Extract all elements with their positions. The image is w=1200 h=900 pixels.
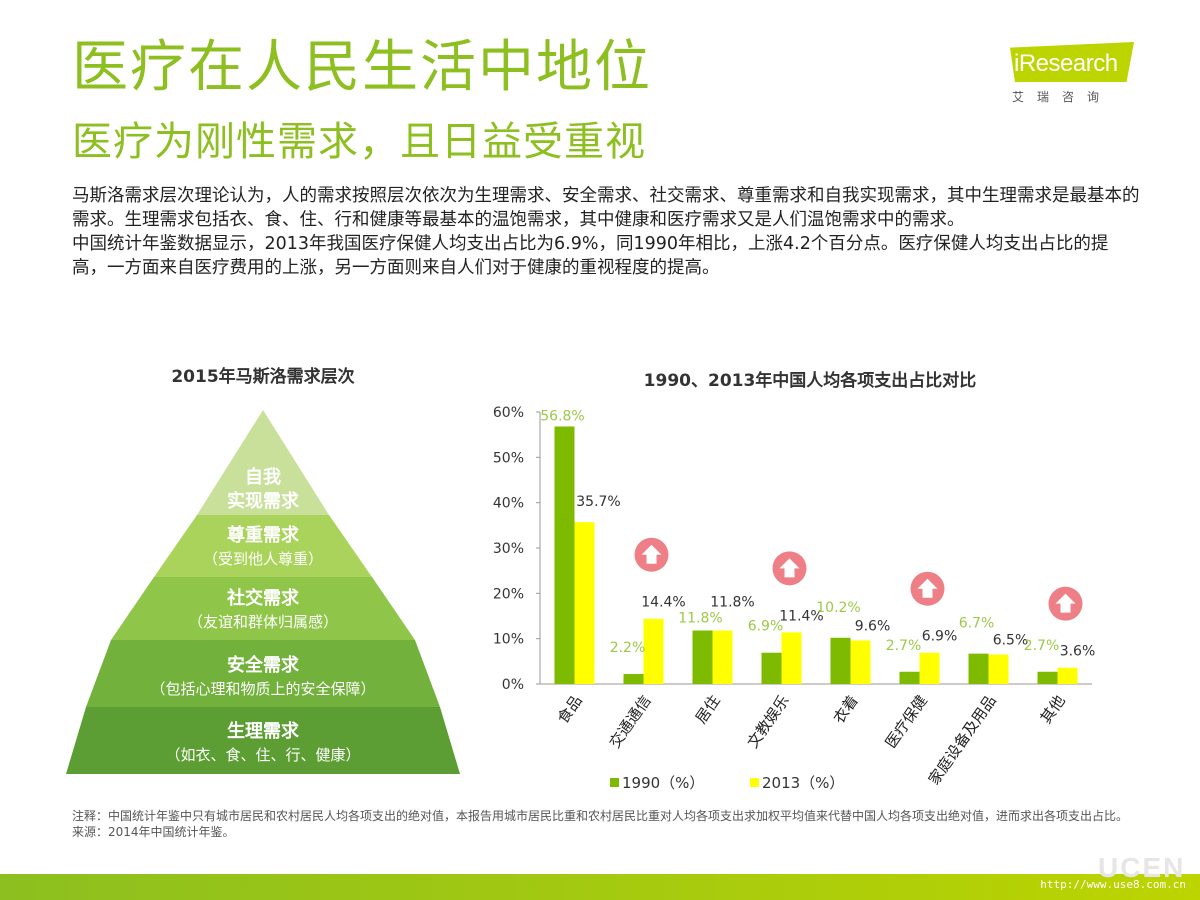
tier-3-desc: （友谊和群体归属感） bbox=[187, 613, 338, 631]
page-subtitle: 医疗为刚性需求，且日益受重视 bbox=[72, 119, 646, 165]
bar-1990 bbox=[692, 630, 713, 684]
bar-1990 bbox=[968, 653, 989, 684]
bar-2013 bbox=[850, 640, 871, 684]
intro-paragraph-2: 中国统计年鉴数据显示，2013年我国医疗保健人均支出占比为6.9%，同1990年… bbox=[72, 234, 1109, 278]
legend-swatch-1990 bbox=[610, 778, 619, 787]
bar-1990 bbox=[899, 671, 920, 684]
data-label-2013: 6.9% bbox=[922, 629, 958, 645]
bar-1990 bbox=[1037, 671, 1058, 684]
up-arrow-glyph bbox=[1055, 593, 1076, 613]
pyramid-tier-2 bbox=[154, 515, 372, 577]
bar-chart-title: 1990、2013年中国人均各项支出占比对比 bbox=[643, 371, 977, 391]
tier-5-desc: （如衣、食、住、行、健康） bbox=[165, 746, 361, 764]
tier-social: 社交需求 （友谊和群体归属感） bbox=[66, 587, 460, 633]
category-label: 家庭设备及用品 bbox=[925, 692, 1000, 788]
data-label-2013: 6.5% bbox=[993, 633, 1029, 649]
category-label: 衣着 bbox=[830, 692, 862, 727]
pyramid-graphic bbox=[66, 410, 460, 774]
category-label: 食品 bbox=[554, 692, 586, 727]
data-label-1990: 11.8% bbox=[678, 611, 722, 627]
bar-1990 bbox=[554, 426, 575, 684]
expenditure-bar-chart: 0% 10% 20% 30% 40% 50% 60% 56.8% 35.7% 食品 2.2% 14.4… bbox=[493, 405, 1096, 792]
y-tick-label: 10% bbox=[493, 632, 524, 648]
bar-1990 bbox=[623, 674, 644, 684]
data-label-2013: 14.4% bbox=[641, 595, 685, 611]
data-label-1990: 56.8% bbox=[540, 409, 584, 425]
data-label-2013: 9.6% bbox=[855, 618, 891, 634]
intro-paragraph-1: 马斯洛需求层次理论认为，人的需求按照层次依次为生理需求、安全需求、社交需求、尊重… bbox=[72, 186, 1140, 230]
data-label-1990: 10.2% bbox=[816, 600, 860, 616]
footnote: 注释：中国统计年鉴中只有城市居民和农村居民人均各项支出的绝对值，本报告用城市居民… bbox=[72, 808, 1142, 840]
tier-5-name: 生理需求 bbox=[227, 721, 299, 742]
footnote-source: 来源：2014年中国统计年鉴。 bbox=[72, 825, 235, 839]
watermark-logo: UCEN bbox=[1098, 852, 1186, 883]
data-label-2013: 11.4% bbox=[779, 608, 823, 624]
up-arrow-glyph bbox=[779, 558, 800, 578]
data-label-2013: 35.7% bbox=[576, 494, 620, 510]
data-label-1990: 6.7% bbox=[959, 616, 995, 632]
up-arrow-glyph bbox=[641, 544, 662, 564]
category-label: 交通通信 bbox=[606, 692, 655, 751]
category-label: 其他 bbox=[1037, 692, 1069, 727]
bar-2013 bbox=[988, 654, 1009, 684]
bar-2013 bbox=[1057, 667, 1078, 684]
watermark-url: http://www.use8.com.cn bbox=[1040, 878, 1186, 891]
tier-2-desc: （受到他人尊重） bbox=[202, 550, 323, 568]
tier-2-name: 尊重需求 bbox=[227, 525, 299, 546]
bar-2013 bbox=[643, 618, 664, 684]
bar-2013 bbox=[781, 632, 802, 684]
category-label: 文教娱乐 bbox=[744, 692, 793, 751]
data-label-1990: 2.7% bbox=[886, 638, 922, 654]
tier-4-name: 安全需求 bbox=[227, 655, 299, 676]
pyramid-title: 2015年马斯洛需求层次 bbox=[171, 367, 355, 387]
y-tick-label: 0% bbox=[502, 677, 524, 693]
tier-self-actualization: 自我 实现需求 bbox=[66, 466, 460, 514]
maslow-pyramid: 自我 实现需求 尊重需求 （受到他人尊重） 社交需求 （友谊和群体归属感） 安全… bbox=[66, 410, 460, 774]
category-label: 医疗保健 bbox=[882, 692, 931, 751]
data-label-2013: 3.6% bbox=[1060, 644, 1096, 660]
data-label-1990: 2.7% bbox=[1024, 638, 1060, 654]
legend-label-2013: 2013（%） bbox=[762, 774, 844, 792]
y-tick-label: 50% bbox=[493, 450, 524, 466]
bar-1990 bbox=[761, 652, 782, 684]
iresearch-logo: iResearch 艾瑞咨询 bbox=[1010, 42, 1134, 108]
bottom-accent-bar bbox=[0, 874, 1200, 900]
y-tick-label: 60% bbox=[493, 405, 524, 421]
logo-badge bbox=[1010, 42, 1134, 82]
tier-esteem: 尊重需求 （受到他人尊重） bbox=[66, 524, 460, 570]
up-arrow-glyph bbox=[917, 578, 938, 598]
tier-physiological: 生理需求 （如衣、食、住、行、健康） bbox=[66, 720, 460, 766]
legend-swatch-2013 bbox=[750, 778, 759, 787]
footnote-note: 注释：中国统计年鉴中只有城市居民和农村居民人均各项支出的绝对值，本报告用城市居民… bbox=[72, 809, 1129, 823]
pyramid-tier-5 bbox=[66, 707, 460, 774]
pyramid-tier-3 bbox=[111, 577, 415, 640]
logo-brand-text: iResearch bbox=[1014, 50, 1118, 77]
data-label-1990: 2.2% bbox=[610, 640, 646, 656]
data-label-1990: 6.9% bbox=[748, 619, 784, 635]
category-label: 居住 bbox=[692, 692, 724, 727]
pyramid-tier-4 bbox=[86, 640, 440, 707]
tier-1-name-line2: 实现需求 bbox=[227, 491, 299, 512]
legend-label-1990: 1990（%） bbox=[622, 774, 704, 792]
data-label-2013: 11.8% bbox=[710, 595, 754, 611]
pyramid-tier-1 bbox=[197, 410, 329, 515]
y-tick-label: 30% bbox=[493, 541, 524, 557]
bar-2013 bbox=[574, 522, 595, 684]
logo-cn-text: 艾瑞咨询 bbox=[1012, 90, 1113, 104]
tier-4-desc: （包括心理和物质上的安全保障） bbox=[150, 680, 376, 698]
bar-2013 bbox=[919, 652, 940, 684]
tier-safety: 安全需求 （包括心理和物质上的安全保障） bbox=[66, 654, 460, 700]
y-tick-label: 40% bbox=[493, 496, 524, 512]
tier-3-name: 社交需求 bbox=[227, 588, 299, 609]
y-tick-label: 20% bbox=[493, 586, 524, 602]
intro-text: 马斯洛需求层次理论认为，人的需求按照层次依次为生理需求、安全需求、社交需求、尊重… bbox=[72, 184, 1140, 280]
page-title: 医疗在人民生活中地位 bbox=[72, 35, 652, 100]
tier-1-name: 自我 bbox=[245, 467, 281, 488]
bar-2013 bbox=[712, 630, 733, 684]
bar-1990 bbox=[830, 637, 851, 684]
